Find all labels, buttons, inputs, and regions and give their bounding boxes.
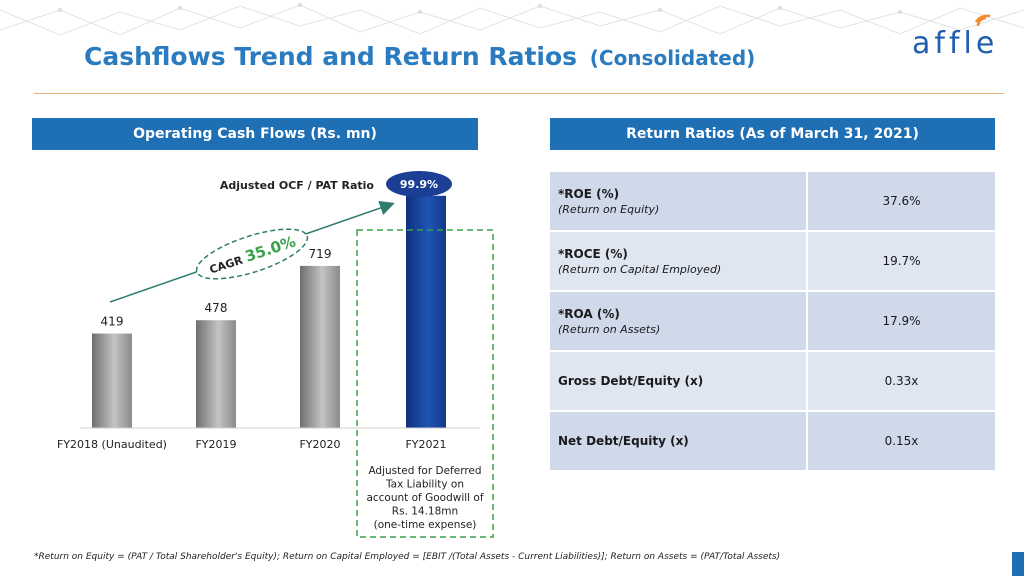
ratios-panel-title: Return Ratios (As of March 31, 2021) [626,126,919,142]
ocf-pat-ratio-label: Adjusted OCF / PAT Ratio [220,179,375,192]
ratio-sublabel: (Return on Assets) [558,322,661,336]
logo-wordmark: affle [912,26,999,61]
x-tick-label: FY2021 [405,438,446,451]
note-line: Tax Liability on [385,479,464,491]
ratios-panel-header: Return Ratios (As of March 31, 2021) [550,118,995,150]
page-title-main: Cashflows Trend and Return Ratios [84,42,578,71]
ratio-label-cell: Net Debt/Equity (x) [550,412,808,470]
ratio-label: *ROCE (%) [558,246,628,261]
return-ratios-table: *ROE (%) (Return on Equity) 37.6% *ROCE (%)… [550,170,995,472]
signal-icon [974,14,991,27]
note-line: Adjusted for Deferred [368,465,481,477]
ratio-value: 37.6% [808,172,995,230]
page-title: Cashflows Trend and Return Ratios (Conso… [84,42,755,71]
ratio-sublabel: (Return on Equity) [558,202,660,216]
ratio-label: *ROE (%) [558,186,620,201]
bar-value-label: 478 [205,301,228,315]
note-line: (one-time expense) [374,519,477,531]
x-tick-label: FY2019 [195,438,236,451]
ratio-label-cell: *ROA (%) (Return on Assets) [550,292,808,350]
cagr-ellipse [195,228,309,280]
title-divider [34,93,1004,94]
page-title-suffix: (Consolidated) [589,46,756,70]
footnote: *Return on Equity = (PAT / Total Shareho… [34,552,781,562]
note-line: account of Goodwill of [366,492,483,504]
bar-value-label: 419 [101,315,124,329]
ratio-label-cell: *ROCE (%) (Return on Capital Employed) [550,232,808,290]
ratio-value: 0.33x [808,352,995,410]
ocf-bar [300,265,340,428]
ratio-pill [386,171,452,197]
ratio-label: *ROA (%) [558,306,620,321]
x-tick-label: FY2020 [299,438,340,451]
ratio-value: 19.7% [808,232,995,290]
ratio-value: 17.9% [808,292,995,350]
ratio-label: Net Debt/Equity (x) [558,434,689,448]
ocf-panel-title: Operating Cash Flows (Rs. mn) [133,126,377,142]
ocf-pat-ratio-value: 99.9% [400,178,438,191]
ratio-row: *ROA (%) (Return on Assets) 17.9% [550,292,995,350]
ratio-value: 0.15x [808,412,995,470]
ratio-label-cell: *ROE (%) (Return on Equity) [550,172,808,230]
ratio-label: Gross Debt/Equity (x) [558,374,704,388]
ratio-row: Gross Debt/Equity (x) 0.33x [550,352,995,410]
affle-logo: affle [912,12,1012,62]
ratio-sublabel: (Return on Capital Employed) [558,262,722,276]
ratio-row: *ROE (%) (Return on Equity) 37.6% [550,172,995,230]
x-tick-label: FY2018 (Unaudited) [57,438,167,451]
note-line: Rs. 14.18mn [392,506,458,518]
ocf-panel-header: Operating Cash Flows (Rs. mn) [32,118,478,150]
bar-value-label: 719 [309,247,332,261]
ratio-row: Net Debt/Equity (x) 0.15x [550,412,995,470]
ocf-bar [92,333,132,428]
corner-accent [1012,552,1024,576]
ocf-bar [406,195,446,428]
ratio-label-cell: Gross Debt/Equity (x) [550,352,808,410]
ocf-bar [196,320,236,428]
header-network-pattern [0,3,1024,36]
ratio-row: *ROCE (%) (Return on Capital Employed) 19.… [550,232,995,290]
highlight-frame [356,229,494,538]
